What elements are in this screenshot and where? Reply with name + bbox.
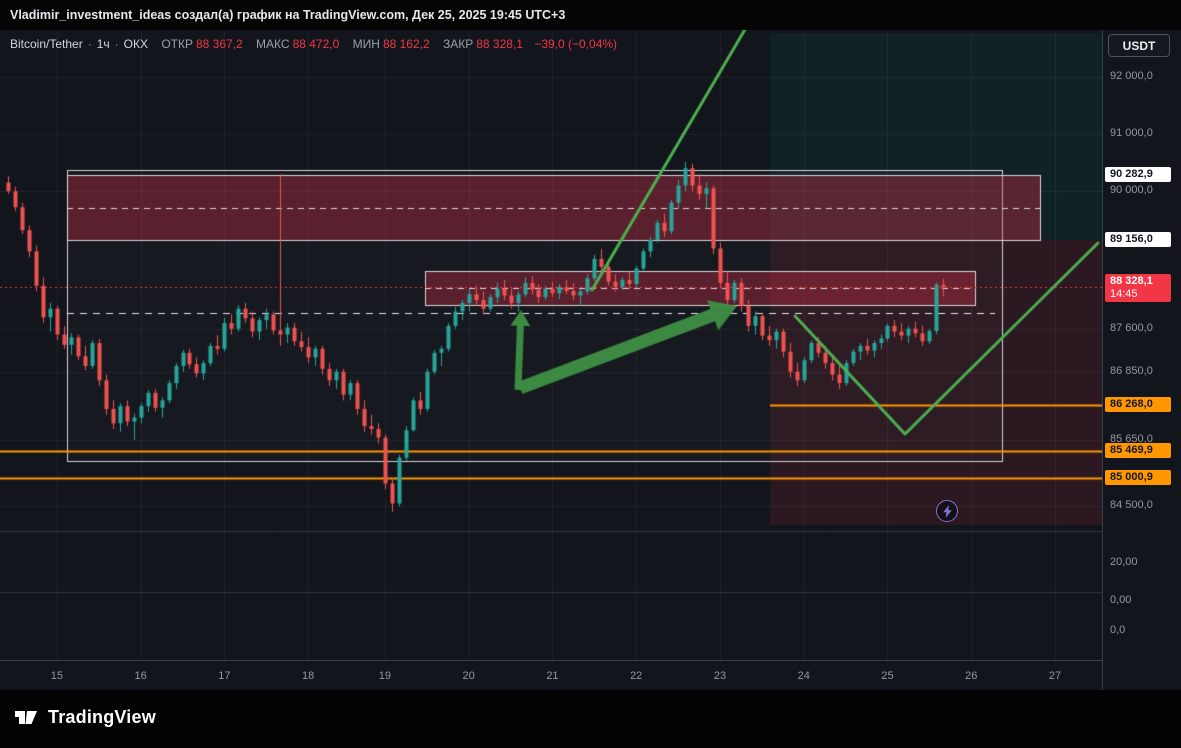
indicator-axis-label: 0,00 — [1110, 594, 1132, 606]
ohlc-low: МИН 88 162,2 — [352, 37, 430, 51]
lightning-icon[interactable] — [936, 500, 958, 522]
time-axis-label: 22 — [630, 670, 643, 682]
legend-separator: · — [114, 37, 119, 51]
price-axis-label: 92 000,0 — [1110, 69, 1153, 82]
interval-label: 1ч — [96, 37, 110, 51]
time-axis-label: 24 — [797, 670, 810, 682]
price-axis[interactable]: USDT 92 000,0 91 000,0 90 000,0 87 600,0 86 … — [1102, 30, 1181, 690]
time-axis-label: 19 — [378, 670, 392, 682]
time-axis-label: 17 — [218, 670, 231, 682]
ohlc-close: ЗАКР 88 328,1 — [443, 37, 523, 51]
ohlc-high: МАКС 88 472,0 — [256, 37, 340, 51]
current-price-tag: 88 328,1 14:45 — [1105, 274, 1171, 302]
time-axis[interactable]: 15 16 17 18 19 20 21 22 23 24 25 26 27 — [0, 660, 1102, 690]
lightning-bolt-glyph — [942, 504, 952, 518]
time-axis-label: 16 — [134, 670, 147, 682]
tradingview-logo-text: TradingView — [48, 707, 156, 727]
price-chart-canvas[interactable] — [0, 30, 1102, 660]
time-axis-label: 18 — [302, 670, 315, 682]
price-axis-label: 84 500,0 — [1110, 499, 1153, 512]
price-axis-label: 91 000,0 — [1110, 126, 1153, 139]
price-level-tag: 86 268,0 — [1105, 397, 1171, 413]
price-axis-label: 86 850,0 — [1110, 364, 1153, 377]
time-axis-label: 26 — [965, 670, 978, 682]
time-axis-label: 20 — [462, 670, 475, 682]
time-axis-label: 25 — [881, 670, 894, 682]
chart-legend: Bitcoin/Tether · 1ч · ОКХ ОТКР 88 367,2 МАКС 8… — [10, 37, 617, 51]
indicator-axis-label: 0,0 — [1110, 624, 1126, 636]
indicator-axis-label: 20,00 — [1110, 556, 1138, 568]
price-axis-label: 87 600,0 — [1110, 321, 1153, 334]
exchange-label: ОКХ — [123, 37, 148, 51]
snapshot-title: Vladimir_investment_ideas создал(а) граф… — [10, 8, 566, 22]
time-axis-label: 15 — [50, 670, 63, 682]
time-axis-label: 23 — [713, 670, 727, 682]
tradingview-logo[interactable]: TradingView — [12, 704, 156, 731]
currency-toggle-button[interactable]: USDT — [1108, 34, 1170, 57]
snapshot-header: Vladimir_investment_ideas создал(а) граф… — [0, 0, 1181, 30]
snapshot-footer: TradingView — [0, 690, 1181, 748]
time-axis-label: 21 — [546, 670, 559, 682]
chart-pane: Bitcoin/Tether · 1ч · ОКХ ОТКР 88 367,2 МАКС 8… — [0, 30, 1181, 690]
change-label: −39,0 (−0,04%) — [534, 37, 618, 51]
price-axis-label: 90 000,0 — [1110, 184, 1153, 197]
ohlc-open: ОТКР 88 367,2 — [161, 37, 243, 51]
legend-separator: · — [87, 37, 92, 51]
price-level-tag: 89 156,0 — [1105, 231, 1171, 247]
price-level-tag: 85 469,9 — [1105, 442, 1171, 458]
price-level-tag: 90 282,9 — [1105, 166, 1171, 182]
time-axis-label: 27 — [1048, 670, 1062, 682]
tradingview-logo-icon — [15, 711, 37, 724]
symbol-name: Bitcoin/Tether — [10, 37, 83, 51]
price-level-tag: 85 000,9 — [1105, 469, 1171, 485]
price-axis-label: 85 650,0 — [1110, 433, 1153, 446]
